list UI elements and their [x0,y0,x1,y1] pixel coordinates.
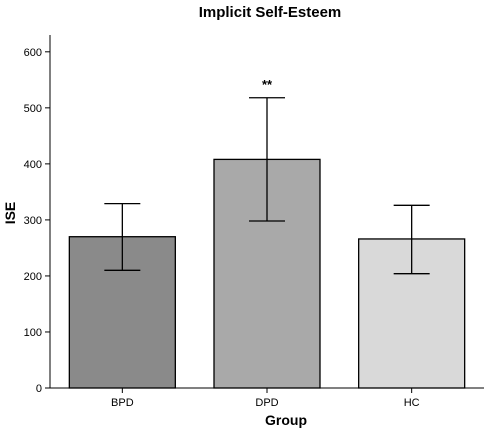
significance-annotation: ** [262,77,273,92]
y-axis-label: ISE [2,202,18,225]
y-tick-label: 500 [24,103,42,115]
chart-title: Implicit Self-Esteem [199,4,342,21]
y-tick-label: 400 [24,159,42,171]
error-bars [104,97,430,275]
y-tick-label: 300 [24,215,42,227]
x-tick-label: DPD [255,397,278,409]
x-axis-label: Group [265,412,307,428]
y-ticks: 0 100 200 300 400 500 600 [24,47,50,395]
y-tick-label: 600 [24,47,42,59]
x-tick-label: BPD [111,397,134,409]
y-tick-label: 200 [24,271,42,283]
y-tick-label: 0 [36,383,42,395]
y-tick-label: 100 [24,327,42,339]
x-ticks: BPD DPD HC [111,388,420,409]
annotations: ** [262,77,273,92]
x-tick-label: HC [404,397,420,409]
